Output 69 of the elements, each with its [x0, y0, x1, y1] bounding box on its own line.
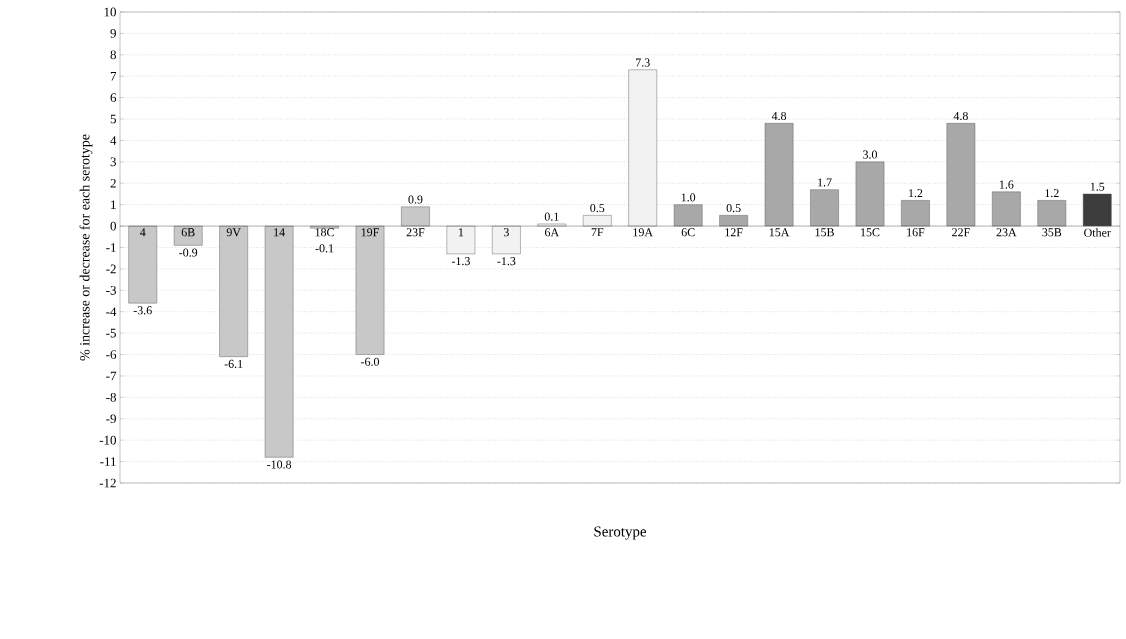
data-label: -0.1 — [315, 244, 334, 253]
x-tick-label: 35B — [1042, 228, 1062, 237]
y-tick-label: 2 — [110, 178, 116, 188]
x-tick-label: 9V — [226, 228, 241, 237]
data-label: 7.3 — [636, 58, 650, 67]
y-tick-label: 6 — [110, 93, 117, 102]
data-label: -1.3 — [497, 257, 516, 266]
data-label: -0.9 — [179, 248, 198, 257]
x-tick-label: 18C — [315, 228, 334, 237]
x-tick-label: 4 — [139, 228, 146, 237]
x-tick-label: 7F — [591, 228, 604, 237]
data-label: 1.2 — [909, 189, 923, 198]
data-label: -10.8 — [267, 460, 292, 469]
y-tick-label: -1 — [106, 243, 116, 252]
x-tick-label: 6B — [181, 228, 195, 237]
data-label: -3.6 — [133, 306, 152, 315]
data-label: 4.8 — [771, 111, 787, 121]
x-tick-label: 19A — [633, 228, 653, 237]
data-label: -1.3 — [451, 257, 470, 266]
x-tick-label: 14 — [274, 228, 285, 237]
y-tick-label: 4 — [110, 136, 117, 145]
y-tick-label: 9 — [110, 29, 116, 38]
x-tick-label: 15C — [861, 228, 880, 237]
y-tick-label: -3 — [106, 285, 116, 295]
y-tick-label: 1 — [111, 200, 116, 209]
data-label: 1.2 — [1045, 189, 1059, 198]
data-label: -6.1 — [224, 359, 243, 368]
y-tick-label: 10 — [104, 7, 116, 17]
x-tick-label: 6A — [545, 228, 560, 237]
x-tick-label: 23F — [406, 228, 425, 237]
x-axis-title: Serotype — [594, 526, 647, 540]
x-tick-label: 12F — [725, 228, 743, 237]
y-tick-label: -2 — [106, 264, 116, 274]
data-label: 4.8 — [953, 111, 968, 121]
y-tick-label: -6 — [106, 350, 117, 359]
x-tick-label: 3 — [503, 228, 509, 237]
y-tick-label: -4 — [106, 307, 117, 316]
x-tick-label: 22F — [952, 228, 970, 237]
data-label: -6.0 — [360, 357, 379, 366]
y-tick-label: -8 — [106, 392, 116, 402]
y-tick-label: -10 — [99, 435, 116, 445]
y-tick-label: -7 — [106, 371, 117, 381]
data-label: 1.6 — [999, 180, 1014, 189]
y-tick-label: 8 — [110, 50, 116, 60]
x-tick-label: 15A — [769, 228, 790, 237]
x-tick-label: 23A — [996, 228, 1017, 237]
y-tick-label: 3 — [110, 157, 116, 167]
data-label: 0.9 — [408, 195, 423, 204]
y-axis-title: % increase or decrease for each serotype — [79, 134, 93, 361]
x-tick-label: 16F — [907, 228, 925, 237]
x-tick-label: 15B — [815, 228, 834, 237]
x-tick-label: Other — [1084, 228, 1111, 237]
data-label: 3.0 — [863, 150, 877, 159]
data-label: 0.5 — [726, 204, 741, 213]
data-label: 1.5 — [1090, 182, 1105, 191]
x-tick-label: 19F — [361, 228, 379, 237]
y-tick-label: -11 — [100, 457, 116, 466]
data-label: 0.1 — [544, 212, 559, 221]
y-tick-label: -9 — [106, 414, 116, 424]
data-label: 1.0 — [681, 193, 696, 202]
data-label: 0.5 — [590, 204, 605, 213]
y-tick-label: 0 — [110, 221, 116, 231]
y-tick-label: -5 — [106, 328, 116, 338]
y-tick-label: -12 — [99, 478, 116, 488]
y-tick-label: 7 — [110, 71, 117, 81]
x-tick-label: 1 — [458, 228, 464, 237]
y-tick-label: 5 — [110, 114, 116, 124]
data-label: 1.7 — [818, 178, 832, 187]
x-tick-label: 6C — [681, 228, 695, 237]
